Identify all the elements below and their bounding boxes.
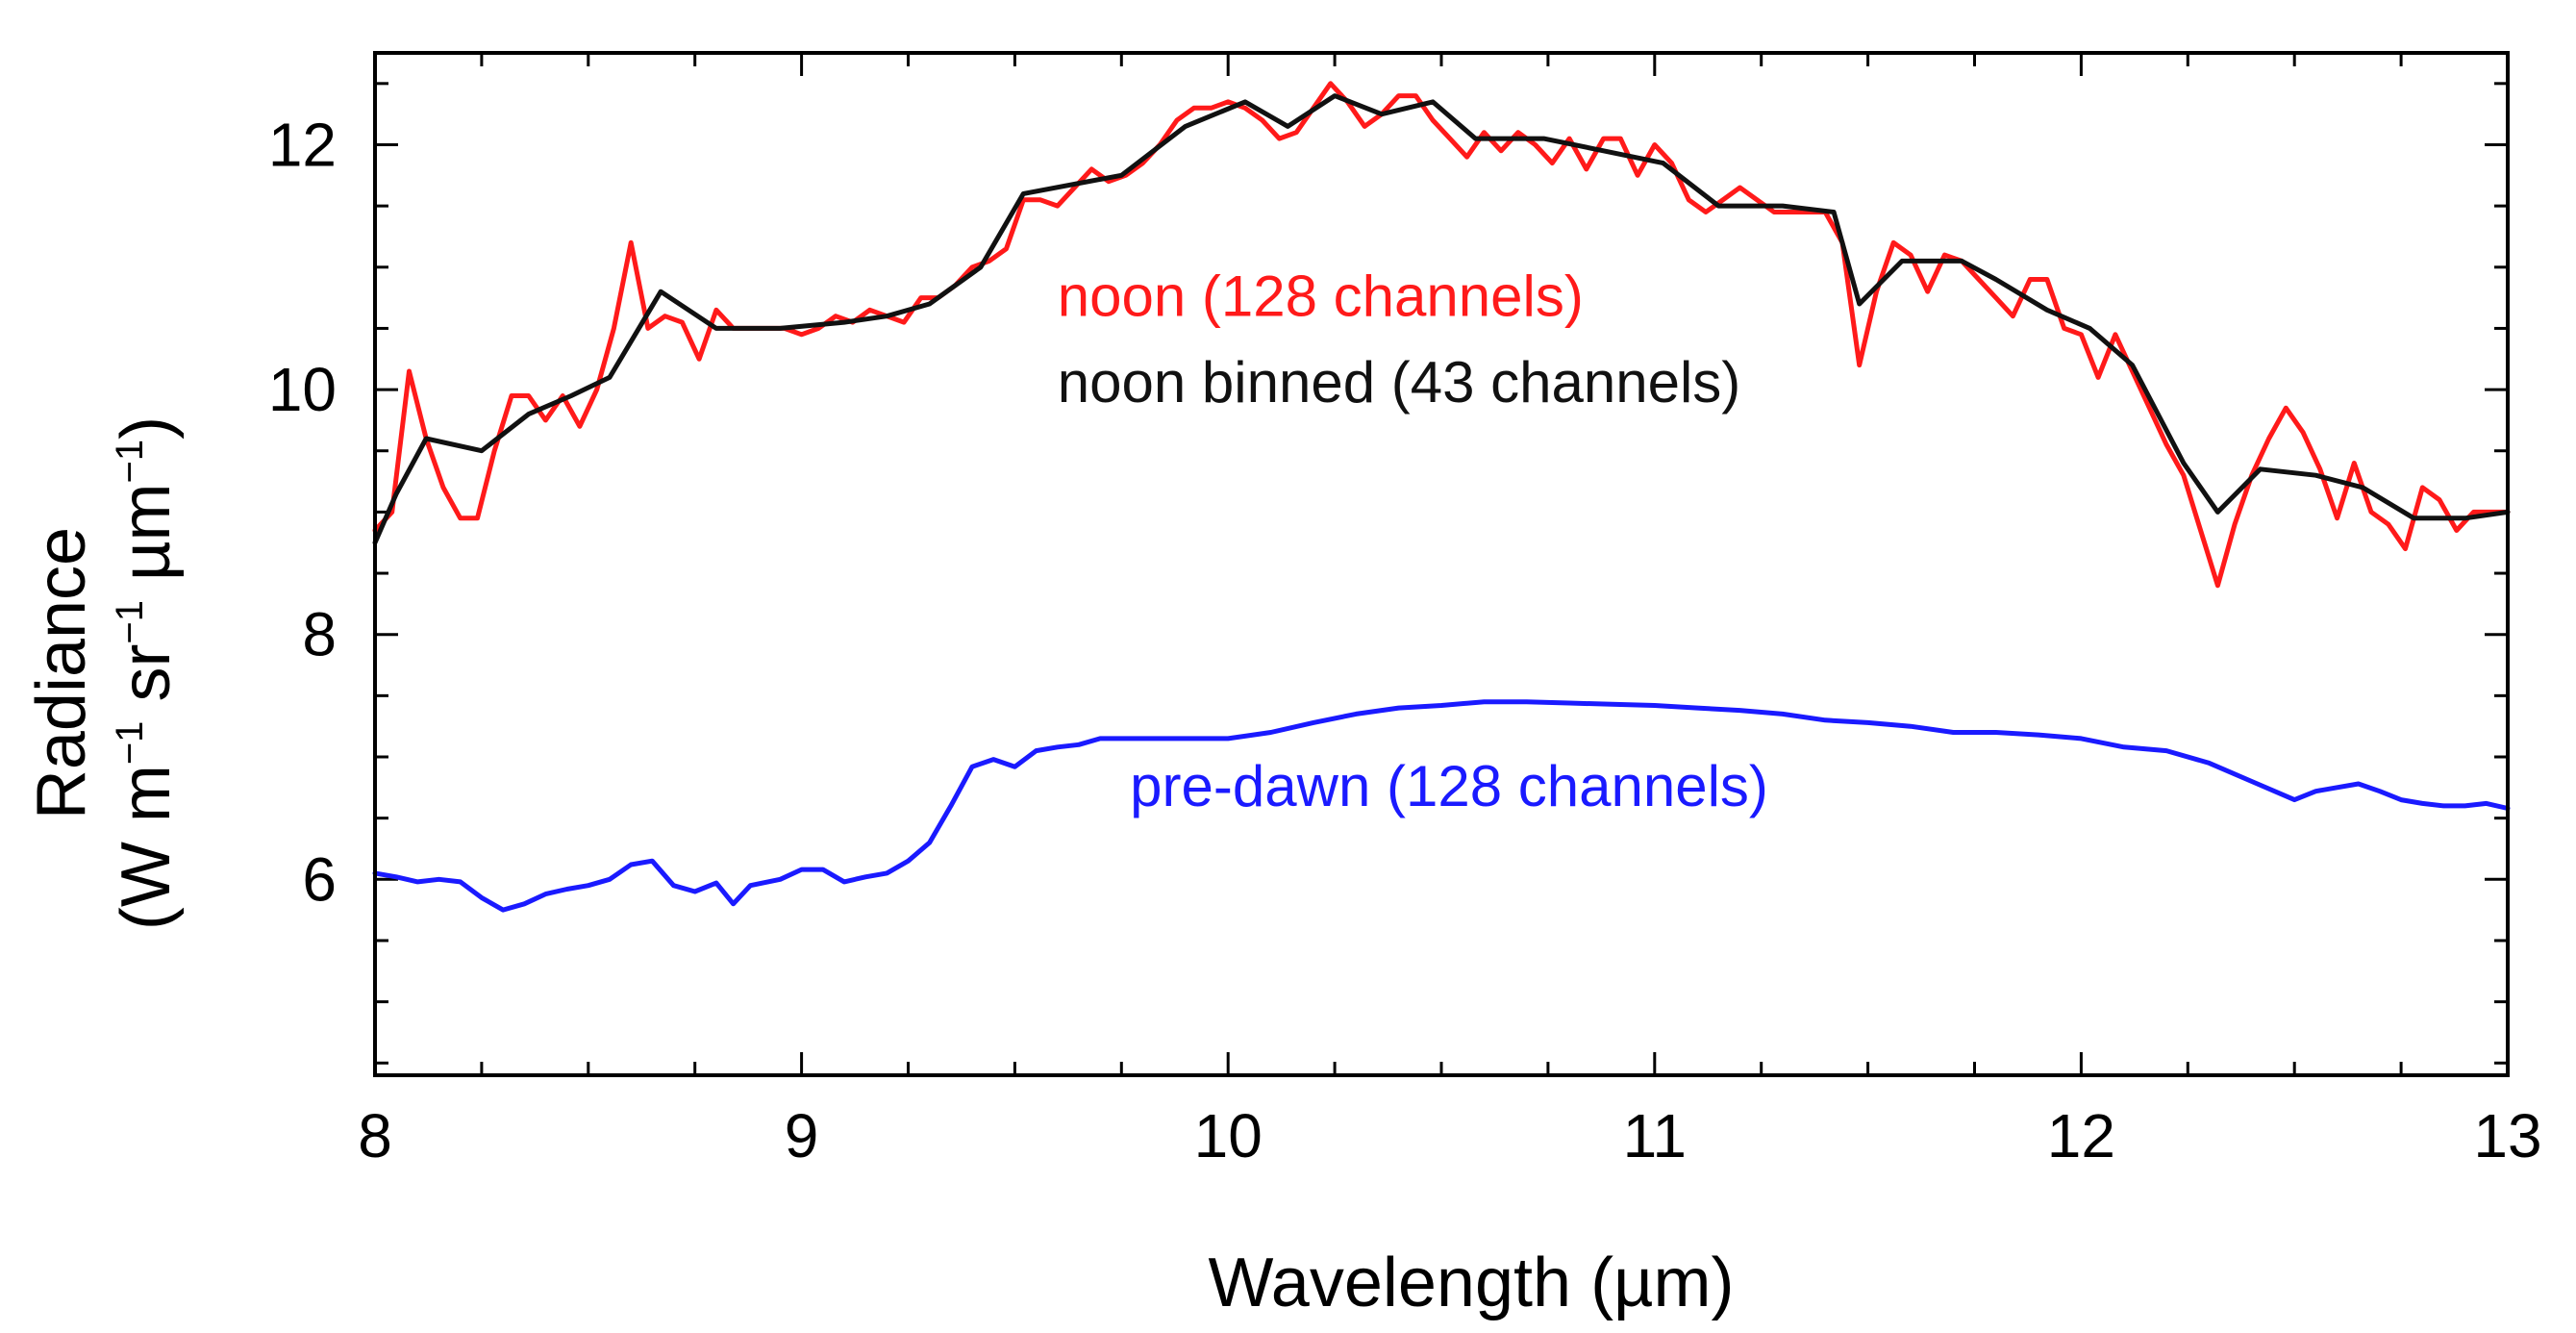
annotation-noon: noon (128 channels) (1058, 264, 1584, 329)
series-line-predawn (372, 699, 2511, 913)
minor-ticks (375, 53, 2508, 1075)
y-tick-labels: 6 8 10 12 (268, 110, 337, 914)
plot-area-frame (373, 51, 2510, 1077)
y-tick-label: 12 (268, 110, 337, 179)
y-tick-label: 10 (268, 355, 337, 424)
y-axis-title-line2: (W m−1 sr−1 µm−1) (108, 416, 185, 930)
y-axis-title: Radiance (W m−1 sr−1 µm−1) (23, 416, 185, 930)
annotation-noon-binned: noon binned (43 channels) (1058, 350, 1741, 415)
annotations: noon (128 channels) noon binned (43 chan… (1058, 264, 1768, 818)
x-tick-label: 12 (2047, 1101, 2115, 1170)
x-axis-title: Wavelength (µm) (1209, 1245, 1735, 1321)
y-tick-label: 8 (302, 600, 337, 669)
x-tick-label: 9 (785, 1101, 819, 1170)
x-tick-label: 11 (1623, 1101, 1687, 1170)
y-axis-title-line1: Radiance (23, 527, 100, 819)
series-line-noon (372, 81, 2511, 589)
x-tick-label: 10 (1194, 1101, 1263, 1170)
x-tick-labels: 8 9 10 11 12 13 (358, 1101, 2541, 1170)
annotation-pre-dawn: pre-dawn (128 channels) (1130, 754, 1768, 818)
x-tick-label: 8 (358, 1101, 392, 1170)
y-tick-label: 6 (302, 844, 337, 914)
series-layer (372, 81, 2511, 913)
x-tick-label: 13 (2473, 1101, 2541, 1170)
series-line-noon-binned (372, 93, 2511, 545)
